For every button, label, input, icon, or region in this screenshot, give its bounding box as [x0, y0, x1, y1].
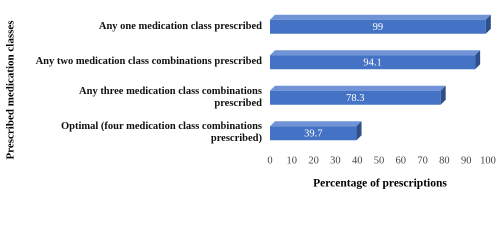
chart-svg: Prescribed medication classes Percentage…	[5, 14, 496, 190]
bar-top	[270, 50, 481, 56]
category-label: Optimal (four medication class combinati…	[60, 121, 262, 145]
x-tick-label: 20	[308, 155, 319, 166]
x-tick-label: 30	[330, 155, 341, 166]
x-tick-label: 60	[396, 155, 407, 166]
bar-side	[485, 14, 491, 34]
x-axis-title: Percentage of prescriptions	[313, 178, 447, 190]
value-label: 94.1	[363, 58, 381, 69]
x-tick-label: 50	[374, 155, 385, 166]
category-label: Any three medication class combinations …	[79, 85, 262, 109]
chart: Prescribed medication classes Percentage…	[5, 14, 496, 190]
x-tick-label: 90	[461, 155, 472, 166]
bar-top	[270, 14, 491, 20]
x-tick-label: 100	[480, 155, 496, 166]
bar	[270, 55, 476, 70]
x-tick-label: 40	[352, 155, 363, 166]
x-tick-label: 10	[287, 155, 298, 166]
x-tick-label: 0	[267, 155, 272, 166]
bar-top	[270, 121, 362, 127]
x-tick-label: 80	[439, 155, 450, 166]
bar	[270, 126, 357, 141]
value-label: 39.7	[304, 129, 322, 140]
value-label: 78.3	[346, 93, 364, 104]
bar	[270, 19, 486, 34]
value-label: 99	[373, 22, 384, 33]
bar	[270, 90, 441, 105]
category-label: Any two medication class combinations pr…	[35, 56, 262, 68]
x-tick-label: 70	[417, 155, 428, 166]
bar-side	[356, 121, 362, 141]
bar-side	[475, 50, 481, 70]
y-axis-title: Prescribed medication classes	[5, 20, 17, 160]
bar-top	[270, 85, 446, 91]
category-label: Any one medication class prescribed	[98, 20, 262, 32]
bar-side	[440, 85, 446, 105]
